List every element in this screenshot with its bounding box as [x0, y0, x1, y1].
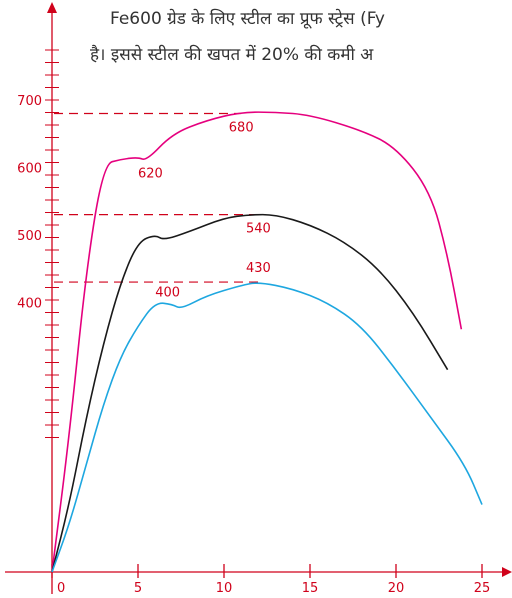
x-tick-label: 20	[388, 581, 405, 596]
series-line-1	[51, 213, 449, 573]
x-tick-label: 25	[474, 581, 491, 596]
peak-label-2: 430	[246, 261, 271, 276]
x-tick-label: 10	[216, 581, 233, 596]
plateau-label-2: 400	[155, 285, 180, 300]
x-tick-label: 0	[57, 581, 65, 596]
y-tick-label: 400	[17, 296, 42, 311]
y-axis-arrow	[47, 2, 57, 13]
y-tick-label: 500	[17, 229, 42, 244]
y-tick-label: 700	[17, 94, 42, 109]
caption-line-1: Fe600 ग्रेड के लिए स्टील का प्रूफ स्ट्रे…	[110, 9, 385, 29]
peak-label-1: 540	[246, 222, 271, 237]
x-tick-label: 15	[302, 581, 319, 596]
plateau-label-0: 620	[138, 166, 163, 181]
x-axis-arrow	[502, 567, 512, 577]
y-tick-label: 600	[17, 161, 42, 176]
caption-line-2: है। इससे स्टील की खपत में 20% की कमी अ	[90, 45, 374, 65]
series-line-2	[51, 282, 483, 573]
x-tick-label: 5	[134, 581, 142, 596]
peak-label-0: 680	[229, 120, 254, 135]
series-line-0	[51, 111, 463, 573]
